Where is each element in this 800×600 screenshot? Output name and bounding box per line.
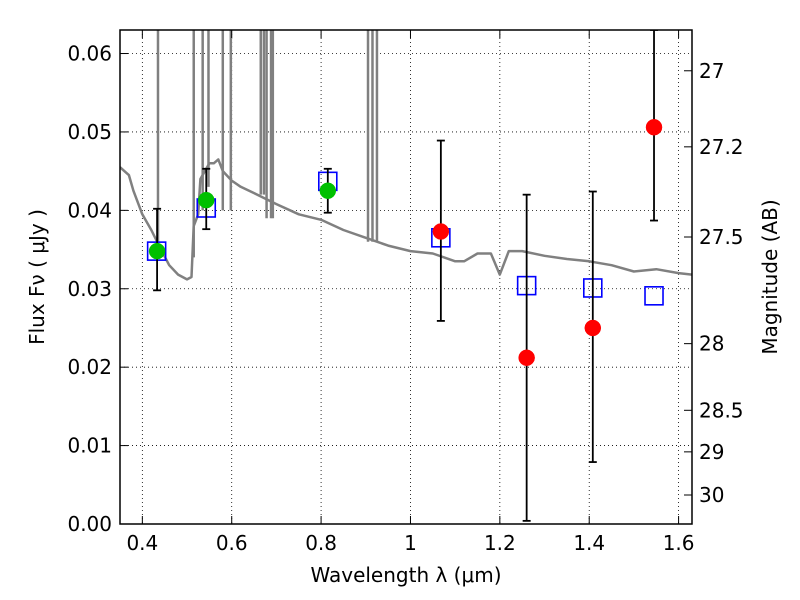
y-axis-label: Flux Fν ( μJy )	[25, 209, 49, 345]
y-tick-label: 0.06	[67, 42, 112, 66]
green-data-point	[148, 242, 166, 260]
y-tick-label: 0.00	[67, 512, 112, 536]
right-tick-label: 28.5	[699, 398, 744, 422]
model-spectrum-line	[120, 158, 692, 281]
x-tick-label: 0.8	[305, 531, 337, 555]
plot-area	[120, 30, 692, 522]
red-data-point	[432, 223, 450, 240]
right-tick-label: 27.2	[699, 135, 744, 159]
x-tick-label: 0.6	[216, 531, 248, 555]
right-tick-label: 29	[699, 440, 724, 464]
axes: 0.4 0.6 0.8 1 1.2 1.4 1.6 0.00 0.01 0.02 0.03 0.04 0…	[67, 30, 744, 555]
right-tick-label: 30	[699, 483, 724, 507]
y-tick-label: 0.05	[67, 120, 112, 144]
x-tick-label: 1.4	[573, 531, 605, 555]
right-axis-label: Magnitude (AB)	[758, 199, 782, 354]
red-data-point	[584, 319, 602, 337]
x-tick-label: 1	[404, 531, 417, 555]
y-tick-label: 0.02	[67, 355, 112, 379]
x-tick-label: 1.2	[484, 531, 516, 555]
right-tick-label: 27.5	[699, 225, 744, 249]
right-tick-label: 28	[699, 332, 724, 356]
green-data-point	[197, 191, 215, 209]
y-tick-label: 0.04	[67, 198, 112, 222]
grid-lines	[120, 30, 692, 525]
y-tick-label: 0.01	[67, 434, 112, 458]
model-photometry-square	[644, 286, 664, 306]
x-tick-label: 1.6	[663, 531, 695, 555]
red-data-point	[518, 349, 535, 367]
right-tick-label: 27	[699, 59, 724, 83]
x-axis-label: Wavelength λ (μm)	[310, 563, 501, 587]
green-data-point	[319, 182, 337, 199]
y-tick-label: 0.03	[67, 277, 112, 301]
x-tick-label: 0.4	[126, 531, 158, 555]
red-data-point	[645, 118, 663, 136]
plot-frame	[119, 29, 693, 525]
